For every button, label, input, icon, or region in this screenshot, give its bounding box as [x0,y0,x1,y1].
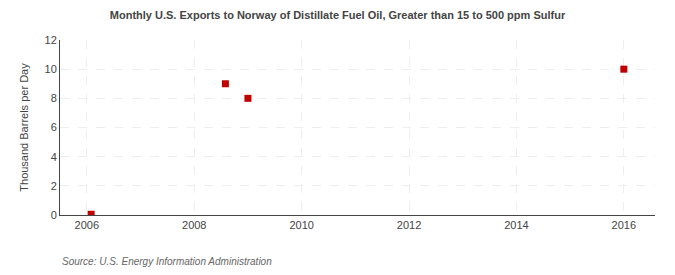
svg-text:Monthly U.S. Exports to Norway: Monthly U.S. Exports to Norway of Distil… [110,9,566,21]
svg-text:Thousand Barrels per Day: Thousand Barrels per Day [18,63,30,192]
svg-text:4: 4 [51,151,57,163]
svg-text:2: 2 [51,180,57,192]
svg-text:2006: 2006 [75,219,99,231]
svg-text:2014: 2014 [504,219,528,231]
svg-text:Source: U.S. Energy Informatio: Source: U.S. Energy Information Administ… [62,256,272,267]
svg-text:0: 0 [51,209,57,221]
svg-text:2012: 2012 [397,219,421,231]
svg-text:2016: 2016 [612,219,636,231]
svg-text:10: 10 [45,63,57,75]
svg-text:6: 6 [51,121,57,133]
svg-text:2008: 2008 [182,219,206,231]
svg-text:12: 12 [45,34,57,46]
svg-text:2010: 2010 [289,219,313,231]
svg-text:8: 8 [51,92,57,104]
